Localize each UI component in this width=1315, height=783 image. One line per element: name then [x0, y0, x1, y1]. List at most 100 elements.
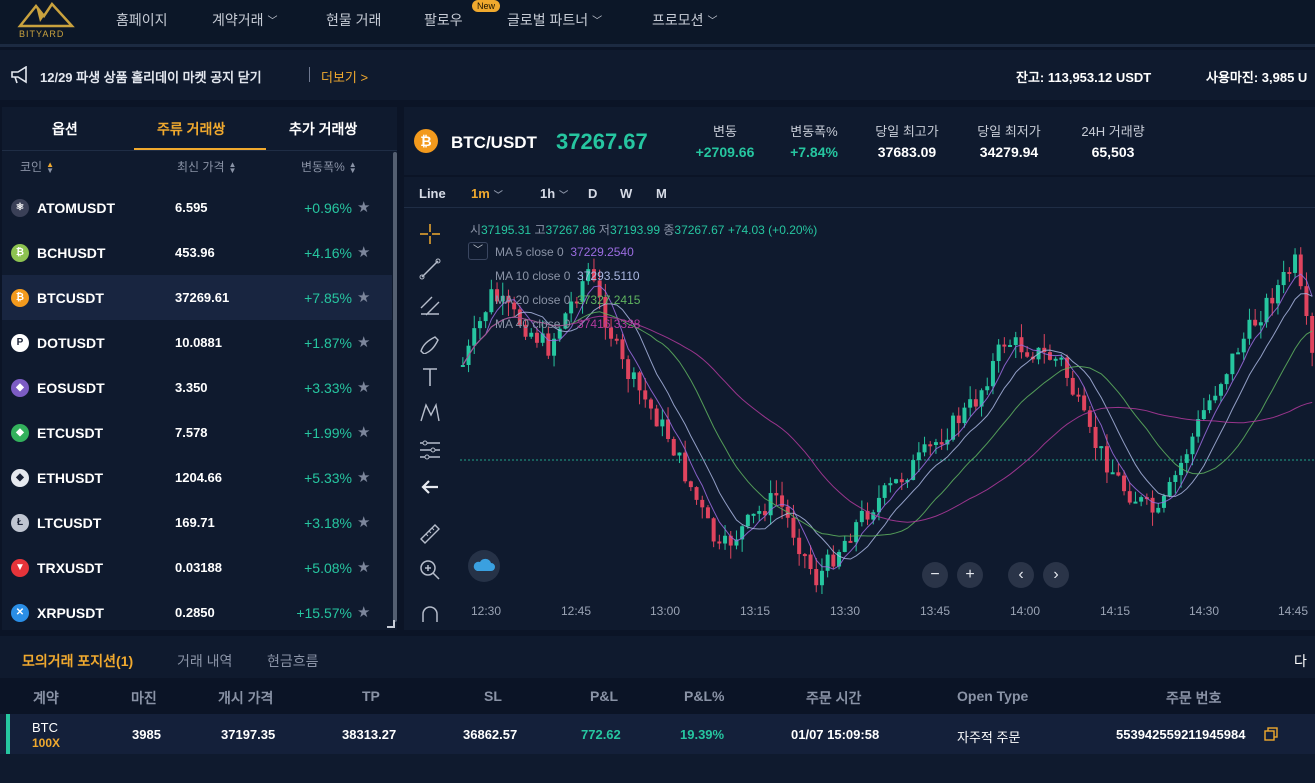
th-tp: TP — [362, 688, 380, 704]
candle-body — [1025, 352, 1030, 357]
candle-body — [1258, 322, 1263, 326]
pattern-icon[interactable] — [418, 401, 442, 425]
star-icon[interactable]: ★ — [357, 424, 371, 441]
zoom-out-button[interactable]: − — [922, 562, 948, 588]
resize-handle[interactable] — [387, 620, 395, 628]
candle-body — [654, 408, 659, 427]
col-header-price[interactable]: 최신 가격 ▲ ▼ — [177, 158, 236, 175]
candle-body — [802, 554, 807, 557]
bityard-logo[interactable] — [14, 0, 78, 40]
notice-text[interactable]: 12/29 파생 상품 홀리데이 마켓 공지 닫기 — [40, 70, 262, 85]
zoom-in-button[interactable]: + — [957, 562, 983, 588]
tab-extra-pairs[interactable]: 추가 거래쌍 — [289, 121, 358, 137]
list-item[interactable]: ◆ ETCUSDT 7.578 +1.99% ★ — [2, 410, 392, 455]
tf-line[interactable]: Line — [419, 186, 446, 201]
text-tool-icon[interactable] — [418, 365, 442, 389]
coin-change: +1.87% — [304, 335, 352, 351]
coin-price: 7.578 — [175, 425, 208, 440]
list-item[interactable]: ◆ EOSUSDT 3.350 +3.33% ★ — [2, 365, 392, 410]
tab-trade-history[interactable]: 거래 내역 — [177, 653, 233, 669]
list-item[interactable]: Ł LTCUSDT 169.71 +3.18% ★ — [2, 500, 392, 545]
candle-body — [552, 338, 557, 356]
nav-promo[interactable]: 프로모션 ﹀ — [652, 10, 718, 30]
time-axis-label: 14:45 — [1278, 604, 1309, 618]
ma-legend-row: MA 40 close 0 37416.3328 — [495, 317, 640, 331]
tf-1m[interactable]: 1m ﹀ — [471, 186, 503, 201]
list-item[interactable]: ⚛ ATOMUSDT 6.595 +0.96% ★ — [2, 185, 392, 230]
tf-day[interactable]: D — [588, 186, 598, 201]
nav-follow[interactable]: 팔로우 — [424, 12, 463, 28]
candle-body — [631, 372, 636, 380]
list-item[interactable]: ✕ XRPUSDT 0.2850 +15.57% ★ — [2, 590, 392, 635]
brush-icon[interactable] — [418, 330, 442, 355]
candle-body — [586, 269, 591, 282]
nav-spot[interactable]: 현물 거래 — [326, 12, 382, 28]
moving-average-line — [462, 293, 1313, 560]
scroll-left-button[interactable]: ‹ — [1008, 562, 1034, 588]
star-icon[interactable]: ★ — [357, 244, 371, 261]
tab-major-pairs[interactable]: 주류 거래쌍 — [157, 121, 226, 137]
magnet-icon[interactable] — [418, 604, 442, 622]
col-header-change[interactable]: 변동폭% ▲ ▼ — [301, 158, 357, 175]
tab-demo-positions[interactable]: 모의거래 포지션(1) — [22, 653, 134, 669]
candle-body — [1230, 353, 1235, 375]
table-row[interactable]: BTC 100X 3985 37197.35 38313.27 36862.57… — [0, 714, 1315, 754]
zoom-in-icon[interactable] — [418, 558, 442, 582]
list-item[interactable]: ₿ BCHUSDT 453.96 +4.16% ★ — [2, 230, 392, 275]
star-icon[interactable]: ★ — [357, 289, 371, 306]
back-arrow-icon[interactable] — [418, 475, 442, 499]
star-icon[interactable]: ★ — [357, 379, 371, 396]
copy-icon[interactable] — [1264, 727, 1278, 746]
candle-body — [854, 522, 859, 543]
star-icon[interactable]: ★ — [357, 469, 371, 486]
ruler-icon[interactable] — [418, 522, 442, 546]
crosshair-icon[interactable] — [418, 222, 442, 246]
trendline-icon[interactable] — [418, 257, 442, 281]
candle-body — [757, 511, 762, 514]
tab-options[interactable]: 옵션 — [52, 121, 78, 137]
candle-body — [1253, 319, 1258, 326]
candle-body — [962, 407, 967, 424]
coin-symbol: ETHUSDT — [37, 470, 104, 486]
list-item[interactable]: ▼ TRXUSDT 0.03188 +5.08% ★ — [2, 545, 392, 590]
scroll-right-button[interactable]: › — [1043, 562, 1069, 588]
candle-body — [916, 452, 921, 461]
nav-home[interactable]: 홈페이지 — [116, 12, 168, 28]
star-icon[interactable]: ★ — [357, 559, 371, 576]
candle-body — [928, 444, 933, 447]
tf-month[interactable]: M — [656, 186, 667, 201]
legend-collapse-toggle[interactable]: ﹀ — [468, 242, 488, 260]
candlestick-chart[interactable] — [460, 242, 1315, 594]
list-item[interactable]: ₿ BTCUSDT 37269.61 +7.85% ★ — [2, 275, 392, 320]
star-icon[interactable]: ★ — [357, 334, 371, 351]
cloud-icon[interactable] — [468, 550, 500, 582]
parallel-channel-icon[interactable] — [418, 294, 442, 318]
list-item[interactable]: ◆ ETHUSDT 1204.66 +5.33% ★ — [2, 455, 392, 500]
star-icon[interactable]: ★ — [357, 199, 371, 216]
close-value: 37267.67 — [674, 223, 725, 237]
candle-body — [871, 512, 876, 520]
candle-body — [563, 313, 568, 329]
candle-body — [973, 399, 978, 407]
fib-icon[interactable] — [418, 438, 442, 462]
list-item[interactable]: P DOTUSDT 10.0881 +1.87% ★ — [2, 320, 392, 365]
notice-more-link[interactable]: 더보기 > — [321, 70, 369, 85]
tf-1h-label: 1h — [540, 186, 556, 201]
tf-week[interactable]: W — [620, 186, 633, 201]
candle-body — [791, 517, 796, 538]
tf-1h[interactable]: 1h ﹀ — [540, 186, 568, 201]
candle-body — [1179, 462, 1184, 476]
col-header-price-label: 최신 가격 — [177, 160, 225, 174]
star-icon[interactable]: ★ — [357, 604, 371, 621]
candle-body — [483, 312, 488, 322]
star-icon[interactable]: ★ — [357, 514, 371, 531]
coin-change: +5.33% — [304, 470, 352, 486]
nav-partner[interactable]: 글로벌 파트너 ﹀ — [507, 10, 602, 30]
col-header-coin[interactable]: 코인 ▲ ▼ — [20, 158, 54, 175]
candle-body — [1104, 446, 1109, 473]
nav-contract[interactable]: 계약거래 ﹀ — [212, 10, 278, 30]
candle-body — [1002, 344, 1007, 347]
tab-cash-flow[interactable]: 현금흐름 — [267, 653, 319, 669]
scrollbar[interactable] — [393, 152, 397, 622]
more-link[interactable]: 다 — [1294, 653, 1307, 669]
